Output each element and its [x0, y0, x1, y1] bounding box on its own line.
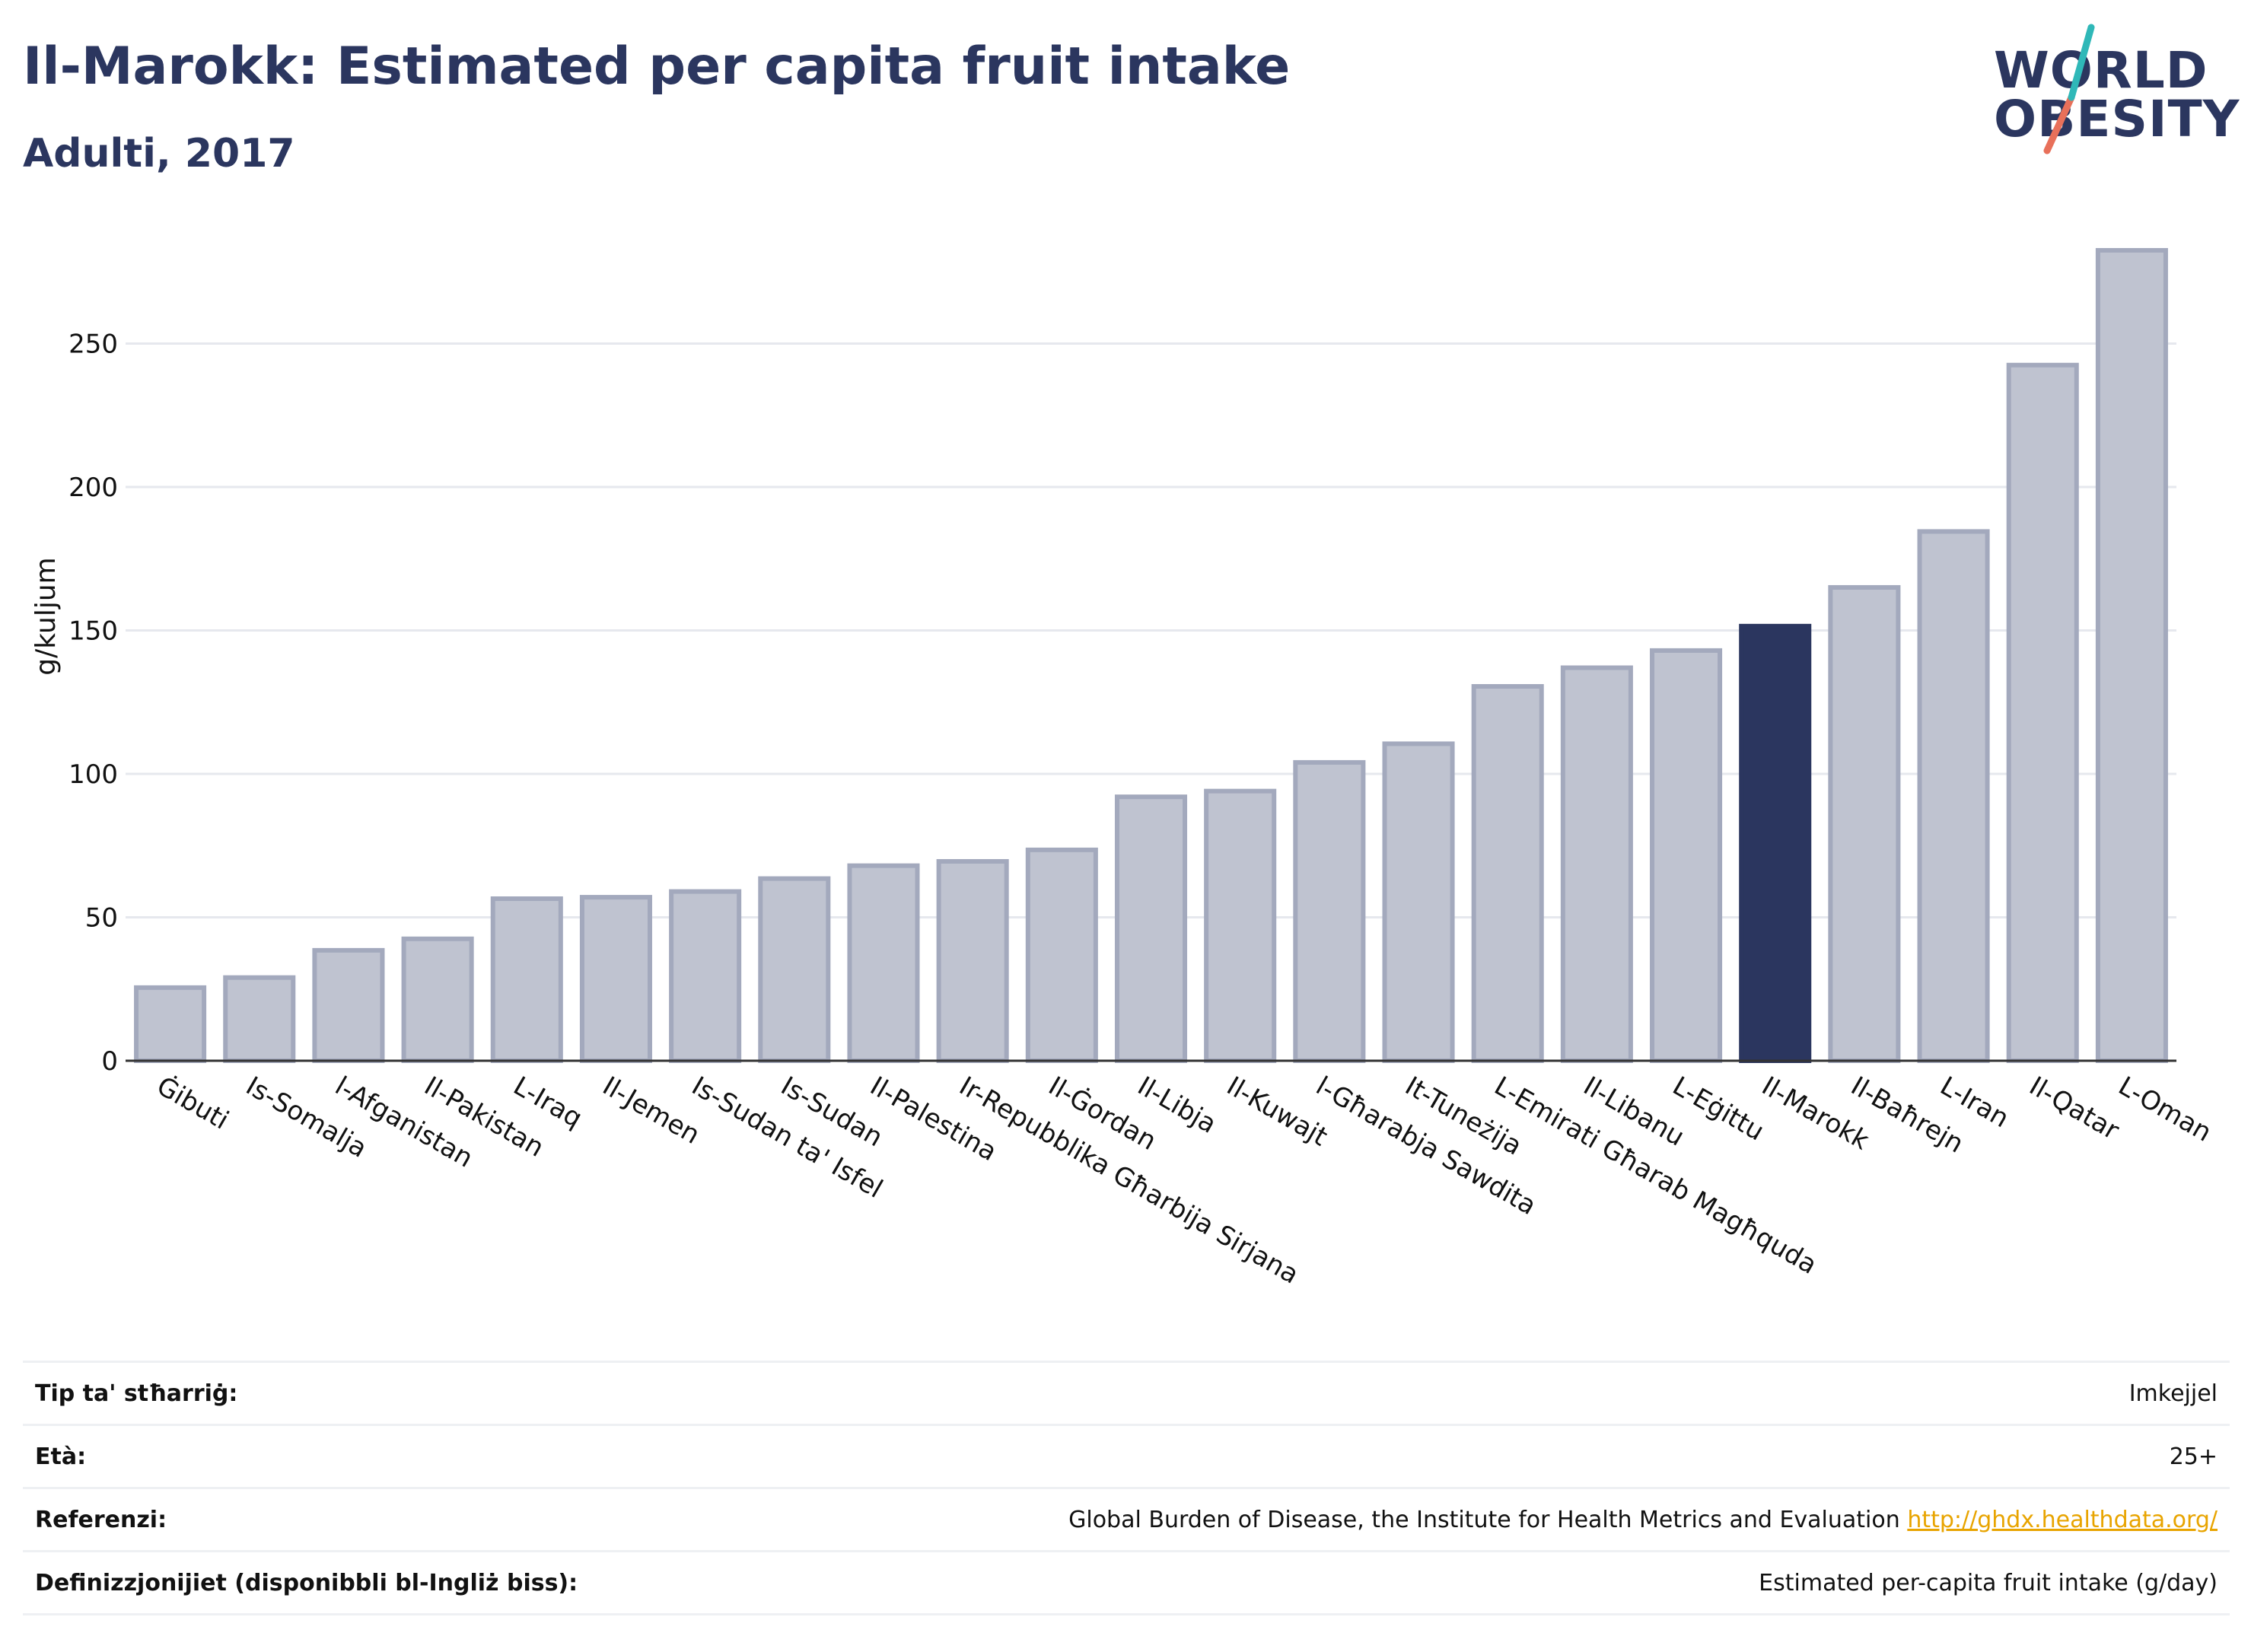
x-tick-label: Il-Jemen	[597, 1071, 705, 1151]
bar	[1025, 847, 1098, 1064]
y-tick-label: 0	[101, 1046, 118, 1077]
bar	[758, 876, 831, 1063]
x-tick-labels: Ġibuti Is-Somaljal-AfganistanIl-PakistanL…	[151, 1070, 2217, 1290]
info-label: Definizzjonijiet (disponibbli bl-Ingliż …	[35, 1569, 578, 1596]
bar	[579, 895, 652, 1063]
bar	[1471, 684, 1544, 1063]
bar	[669, 889, 742, 1063]
bar	[1650, 648, 1723, 1063]
y-axis-label: g/kuljum	[30, 557, 62, 675]
y-tick-label: 150	[68, 616, 118, 647]
y-tick-labels: 0 50 100 150 200 250	[68, 329, 118, 1077]
x-tick-label: Ġibuti	[151, 1070, 234, 1135]
x-tick-label: Il-Qatar	[2024, 1071, 2125, 1146]
bar-highlighted	[1739, 623, 1812, 1063]
logo-word-2: OBESITY	[1994, 90, 2240, 148]
info-label: Tip ta' stħarriġ:	[35, 1380, 238, 1407]
y-tick-label: 100	[68, 759, 118, 790]
y-tick-label: 250	[68, 329, 118, 360]
bar	[1828, 584, 1901, 1063]
logo-word-1: WORLD	[1994, 41, 2208, 100]
bar-chart: 0 50 100 150 200 250 Ġibuti Is-Somaljal-Afgani…	[30, 247, 2217, 1291]
reference-link[interactable]: http://ghdx.healthdata.org/	[1907, 1506, 2218, 1533]
bar	[223, 975, 296, 1064]
info-row-references: Referenzi: Global Burden of Disease, the…	[23, 1489, 2230, 1552]
y-tick-label: 200	[68, 473, 118, 503]
x-tick-label: Il-Kuwajt	[1221, 1071, 1332, 1152]
bar	[1382, 741, 1455, 1063]
bar	[2095, 247, 2168, 1064]
logo-slash-icon	[2043, 24, 2095, 154]
bar	[936, 858, 1009, 1063]
bar	[401, 936, 474, 1064]
bar	[847, 863, 920, 1063]
bar	[312, 947, 385, 1063]
world-obesity-logo: WORLD OBESITY	[1994, 23, 2240, 160]
info-table: Tip ta' stħarriġ: Imkejjel Età: 25+ Refe…	[23, 1361, 2230, 1615]
y-tick-label: 50	[85, 903, 118, 934]
bar	[490, 896, 563, 1063]
reference-text: Global Burden of Disease, the Institute …	[1068, 1506, 1900, 1533]
bar	[1917, 529, 1990, 1063]
info-row-definitions: Definizzjonijiet (disponibbli bl-Ingliż …	[23, 1552, 2230, 1615]
bar	[1114, 794, 1188, 1064]
info-row-age: Età: 25+	[23, 1426, 2230, 1489]
info-value-with-link: Global Burden of Disease, the Institute …	[1068, 1507, 2218, 1533]
chart-subtitle: Adulti, 2017	[23, 131, 295, 177]
x-tick-label: L-Oman	[2113, 1071, 2217, 1148]
info-label: Referenzi:	[35, 1506, 167, 1533]
bars	[134, 247, 2168, 1064]
chart-title: Il-Marokk: Estimated per capita fruit in…	[23, 37, 1291, 97]
info-value: Imkejjel	[2128, 1380, 2218, 1407]
bar	[1293, 759, 1366, 1063]
info-value: 25+	[2169, 1443, 2218, 1470]
info-value: Estimated per-capita fruit intake (g/day…	[1759, 1569, 2218, 1596]
bar	[1204, 788, 1277, 1063]
bar	[2006, 362, 2079, 1063]
bar	[134, 985, 207, 1063]
info-row-survey-type: Tip ta' stħarriġ: Imkejjel	[23, 1363, 2230, 1426]
info-label: Età:	[35, 1443, 87, 1470]
bar	[1560, 665, 1633, 1063]
